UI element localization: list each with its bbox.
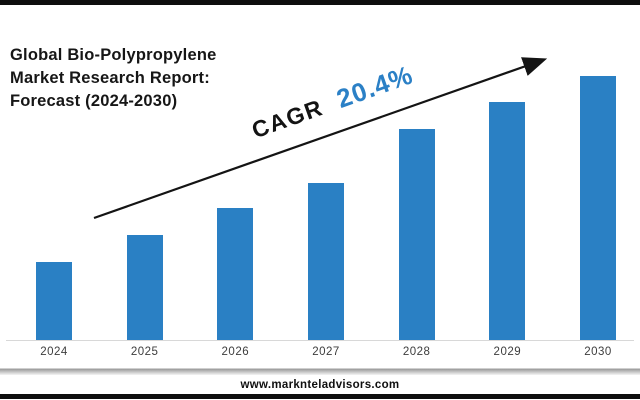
cagr-value: 20.4%	[332, 59, 417, 114]
bar-2026	[217, 208, 254, 340]
x-axis-label-2027: 2027	[312, 346, 340, 358]
x-axis-label-2026: 2026	[221, 346, 250, 358]
bar-2028	[398, 129, 435, 340]
bar-2029	[489, 102, 526, 340]
cagr-label: CAGR	[248, 94, 327, 144]
x-axis-label-2029: 2029	[493, 346, 522, 358]
bar-2030	[580, 76, 617, 340]
footer-shadow-band	[0, 368, 640, 375]
bar-2025	[126, 235, 163, 340]
x-axis-label-2024: 2024	[40, 346, 68, 358]
x-axis-label-2025: 2025	[130, 346, 159, 358]
bar-2027	[308, 183, 344, 340]
top-border-bar	[0, 0, 640, 5]
chart-title: Global Bio-Polypropylene Market Research…	[10, 44, 217, 113]
bar-2024	[36, 262, 72, 340]
bottom-border-bar	[0, 394, 640, 399]
chart-title-line-3: Forecast (2024-2030)	[10, 92, 178, 110]
cagr-annotation: CAGR 20.4%	[247, 57, 418, 146]
chart-title-line-1: Global Bio-Polypropylene	[10, 46, 217, 64]
footer-website-url: www.marknteladvisors.com	[240, 379, 400, 391]
chart-title-line-2: Market Research Report:	[10, 69, 210, 87]
x-axis-label-2028: 2028	[402, 346, 431, 358]
x-axis-line	[6, 340, 634, 341]
x-axis-label-2030: 2030	[584, 346, 612, 358]
